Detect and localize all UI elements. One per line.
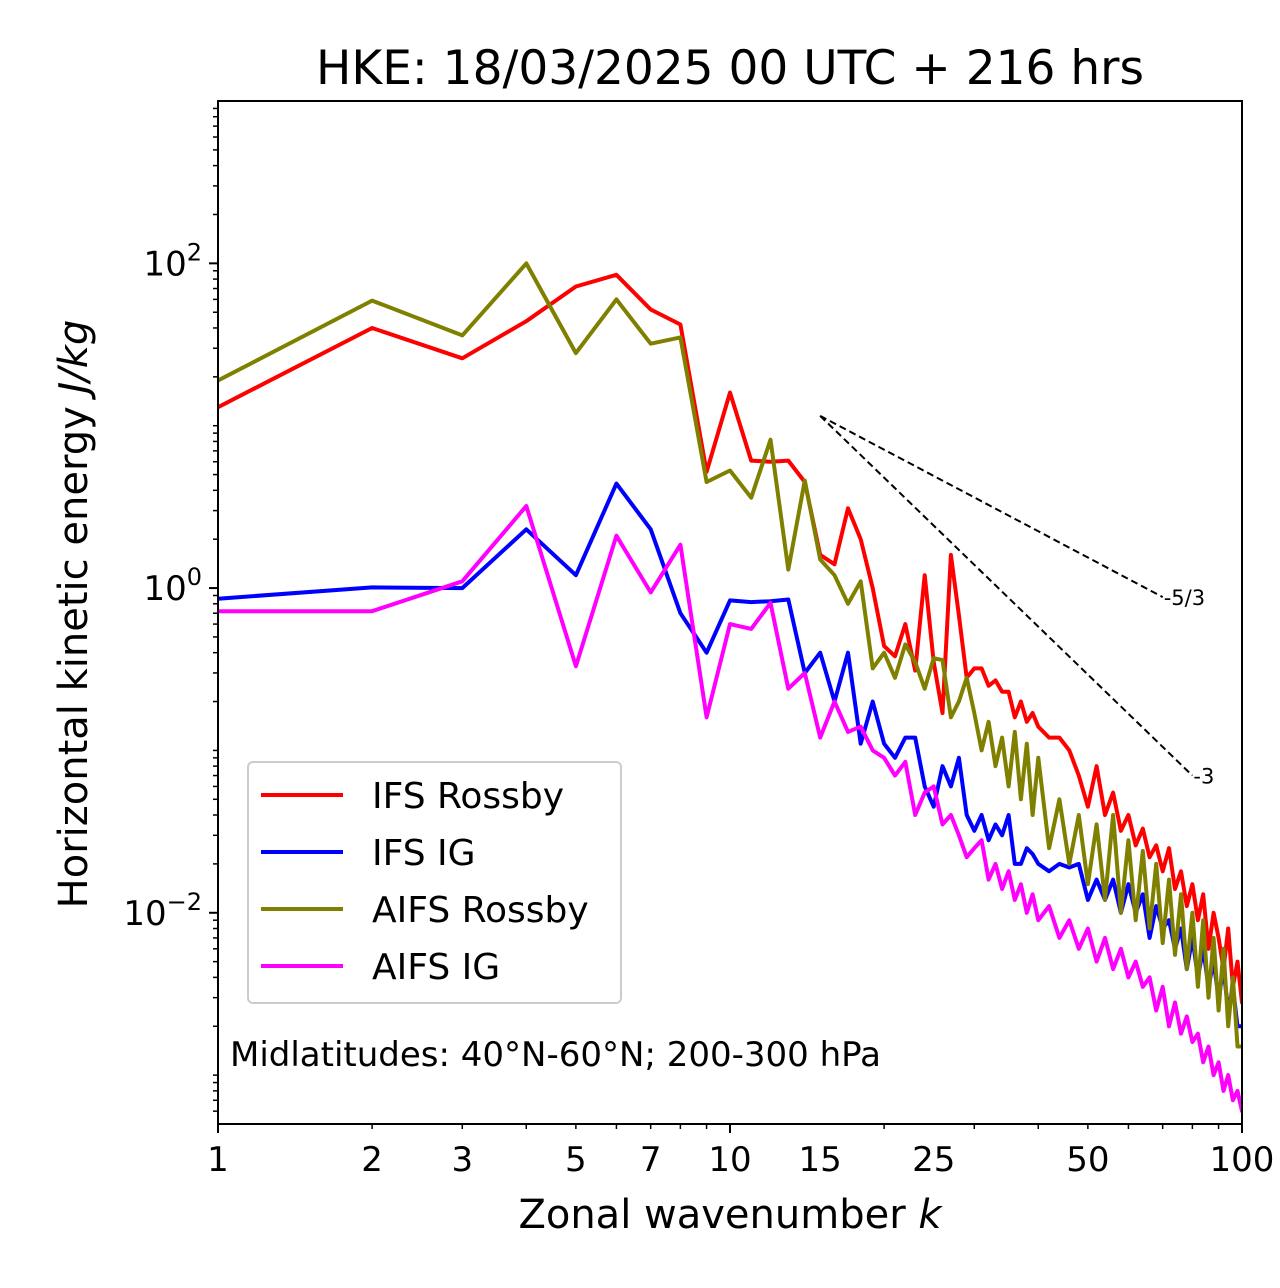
- x-tick-label: 7: [640, 1140, 662, 1180]
- region-annotation: Midlatitudes: 40°N-60°N; 200-300 hPa: [230, 1035, 881, 1075]
- y-tick-label: 100: [143, 563, 202, 609]
- slope-reference-line: [819, 414, 1164, 598]
- legend: IFS Rossby IFS IG AIFS Rossby AIFS IG: [247, 761, 622, 1004]
- y-tick-exponent: 2: [187, 238, 202, 266]
- chart-title: HKE: 18/03/2025 00 UTC + 216 hrs: [316, 41, 1144, 96]
- slope-reference-line: [819, 415, 1194, 777]
- x-tick-label: 3: [451, 1140, 473, 1180]
- x-tick-label: 15: [799, 1140, 842, 1180]
- y-tick-exponent: −2: [167, 888, 202, 916]
- major-ticks: [209, 262, 1243, 1133]
- slope-reference-label: -5/3: [1164, 586, 1205, 610]
- series-line-ifs-rossby: [218, 272, 1242, 1005]
- x-tick-label: 25: [912, 1140, 955, 1180]
- y-tick-base: 10: [143, 569, 186, 609]
- y-tick-exponent: 0: [187, 563, 202, 591]
- legend-label: IFS Rossby: [372, 776, 564, 817]
- series-layer: [218, 261, 1242, 1114]
- slope-reference-label: -3: [1193, 765, 1214, 789]
- series-line-aifs-ig: [218, 504, 1242, 1114]
- legend-label: IFS IG: [372, 833, 476, 874]
- x-tick-label: 50: [1066, 1140, 1109, 1180]
- y-tick-label: 10−2: [123, 888, 202, 934]
- y-tick-base: 10: [143, 244, 186, 284]
- legend-items: IFS Rossby IFS IG AIFS Rossby AIFS IG: [261, 776, 589, 988]
- series-line-aifs-rossby: [218, 261, 1242, 1049]
- x-axis-label-variable: k: [918, 1192, 943, 1238]
- x-tick-label: 100: [1210, 1140, 1275, 1180]
- y-axis-label-units: J/kg: [51, 320, 97, 401]
- y-tick-base: 10: [123, 894, 166, 934]
- y-tick-label: 102: [143, 238, 202, 284]
- x-tick-labels: 1 2 3 5 7 10 15 25 50 100: [207, 1140, 1274, 1180]
- plot-frame: [217, 100, 1243, 1125]
- x-tick-label: 5: [565, 1140, 587, 1180]
- y-axis-label: Horizontal kinetic energy J/kg: [51, 320, 97, 909]
- reference-lines: -5/3 -3: [819, 414, 1214, 789]
- x-tick-label: 2: [361, 1140, 383, 1180]
- legend-label: AIFS Rossby: [372, 890, 589, 931]
- legend-label: AIFS IG: [372, 947, 500, 988]
- legend-box: [247, 761, 622, 1004]
- x-tick-label: 10: [708, 1140, 751, 1180]
- y-axis-label-text: Horizontal kinetic energy: [51, 394, 97, 909]
- x-tick-label: 1: [207, 1140, 229, 1180]
- x-axis-label: Zonal wavenumber k: [518, 1192, 943, 1238]
- x-axis-label-text: Zonal wavenumber: [518, 1192, 918, 1238]
